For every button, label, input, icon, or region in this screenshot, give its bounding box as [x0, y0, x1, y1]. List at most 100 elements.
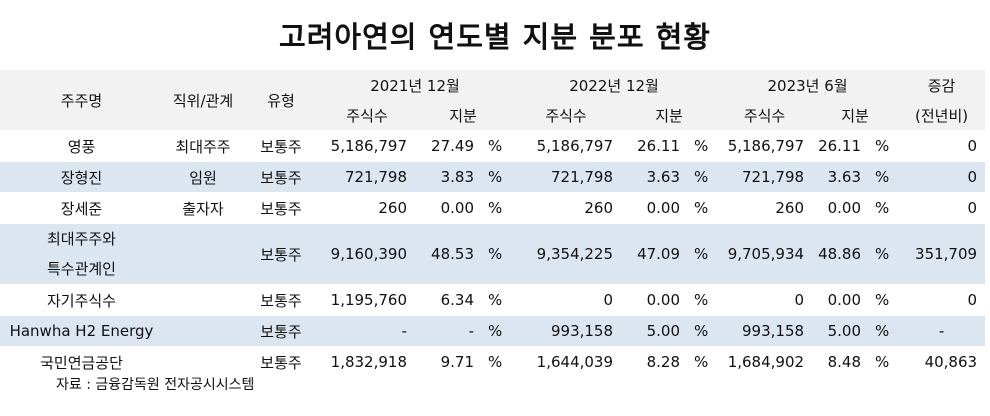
cell-unit-2021: % — [482, 130, 512, 162]
subheader-shares-2021: 주식수 — [319, 100, 415, 131]
cell-name: 장형진 — [0, 161, 163, 193]
cell-type: 보통주 — [243, 315, 319, 347]
header-position: 직위/관계 — [163, 70, 243, 131]
cell-name-line2: 특수관계인 — [46, 260, 116, 278]
cell-shares-2023: 993,158 — [717, 315, 813, 347]
cell-shares-2021: - — [319, 315, 415, 347]
cell-name: 자기주식수 — [0, 284, 163, 316]
cell-position: 임원 — [163, 161, 243, 193]
table-row: 영풍 최대주주 보통주 5,186,797 27.49 % 5,186,797 … — [0, 130, 986, 162]
cell-change: 351,709 — [898, 223, 986, 285]
cell-shares-2022: 721,798 — [511, 161, 622, 193]
cell-change: 0 — [898, 284, 986, 316]
cell-stake-2022: 0.00 — [621, 192, 689, 224]
cell-stake-2022: 26.11 — [621, 130, 689, 162]
cell-change: 0 — [898, 130, 986, 162]
subheader-stake-2022: 지분 — [621, 100, 718, 131]
cell-stake-2021: 27.49 — [415, 130, 482, 162]
cell-unit-2022: % — [688, 161, 718, 193]
cell-unit-2022: % — [688, 192, 718, 224]
cell-shares-2022: 1,644,039 — [511, 346, 622, 377]
header-2022: 2022년 12월 — [511, 70, 718, 100]
cell-shares-2022: 260 — [511, 192, 622, 224]
cell-unit-2023: % — [869, 161, 899, 193]
cell-unit-2023: % — [869, 223, 899, 285]
cell-unit-2021: % — [482, 346, 512, 377]
cell-stake-2023: 5.00 — [812, 315, 870, 347]
cell-type: 보통주 — [243, 192, 319, 224]
cell-position — [163, 315, 243, 347]
shareholding-table: 주주명 직위/관계 유형 2021년 12월 2022년 12월 2023년 6… — [0, 70, 986, 377]
cell-change: - — [898, 315, 986, 347]
cell-stake-2022: 5.00 — [621, 315, 689, 347]
cell-unit-2022: % — [688, 130, 718, 162]
cell-position: 최대주주 — [163, 130, 243, 162]
cell-stake-2021: 3.83 — [415, 161, 482, 193]
source-note: 자료 : 금융감독원 전자공시시스템 — [56, 377, 255, 393]
cell-type: 보통주 — [243, 284, 319, 316]
cell-unit-2023: % — [869, 315, 899, 347]
cell-stake-2023: 48.86 — [812, 223, 870, 285]
page-title: 고려아연의 연도별 지분 분포 현황 — [279, 20, 711, 54]
cell-stake-2021: - — [415, 315, 482, 347]
cell-unit-2022: % — [688, 223, 718, 285]
cell-unit-2021: % — [482, 161, 512, 193]
header-type: 유형 — [243, 70, 319, 131]
cell-unit-2022: % — [688, 315, 718, 347]
cell-unit-2021: % — [482, 223, 512, 285]
cell-change: 40,863 — [898, 346, 986, 377]
header-2021: 2021년 12월 — [319, 70, 512, 100]
cell-stake-2022: 0.00 — [621, 284, 689, 316]
cell-unit-2021: % — [482, 284, 512, 316]
table-row: 장세준 출자자 보통주 260 0.00 % 260 0.00 % 260 0.… — [0, 192, 986, 224]
cell-shares-2022: 0 — [511, 284, 622, 316]
cell-name: 최대주주와 특수관계인 — [0, 223, 163, 285]
cell-shares-2022: 5,186,797 — [511, 130, 622, 162]
cell-position — [163, 346, 243, 377]
header-2023: 2023년 6월 — [717, 70, 899, 100]
cell-stake-2023: 0.00 — [812, 284, 870, 316]
cell-type: 보통주 — [243, 223, 319, 285]
cell-stake-2022: 8.28 — [621, 346, 689, 377]
cell-position — [163, 223, 243, 285]
cell-unit-2023: % — [869, 346, 899, 377]
subheader-shares-2022: 주식수 — [511, 100, 622, 131]
cell-type: 보통주 — [243, 161, 319, 193]
cell-position: 출자자 — [163, 192, 243, 224]
header-change: 증감 — [898, 70, 986, 100]
cell-stake-2021: 48.53 — [415, 223, 482, 285]
cell-unit-2021: % — [482, 192, 512, 224]
cell-shares-2021: 721,798 — [319, 161, 415, 193]
table-header-row: 주주명 직위/관계 유형 2021년 12월 2022년 12월 2023년 6… — [0, 70, 986, 131]
cell-unit-2023: % — [869, 192, 899, 224]
cell-shares-2023: 1,684,902 — [717, 346, 813, 377]
table-row: 최대주주와 특수관계인 보통주 9,160,390 48.53 % 9,354,… — [0, 223, 986, 285]
cell-position — [163, 284, 243, 316]
cell-name: 국민연금공단 — [0, 346, 163, 377]
cell-unit-2022: % — [688, 284, 718, 316]
cell-stake-2021: 9.71 — [415, 346, 482, 377]
cell-change: 0 — [898, 161, 986, 193]
cell-stake-2023: 0.00 — [812, 192, 870, 224]
cell-stake-2022: 3.63 — [621, 161, 689, 193]
cell-shares-2023: 9,705,934 — [717, 223, 813, 285]
cell-stake-2023: 8.48 — [812, 346, 870, 377]
cell-name: 영풍 — [0, 130, 163, 162]
cell-stake-2021: 0.00 — [415, 192, 482, 224]
cell-unit-2023: % — [869, 284, 899, 316]
subheader-stake-2023: 지분 — [812, 100, 899, 131]
cell-stake-2023: 3.63 — [812, 161, 870, 193]
subheader-stake-2021: 지분 — [415, 100, 512, 131]
cell-unit-2023: % — [869, 130, 899, 162]
header-shareholder: 주주명 — [0, 70, 163, 131]
cell-name-line1: 최대주주와 — [46, 230, 116, 248]
cell-unit-2021: % — [482, 315, 512, 347]
subheader-shares-2023: 주식수 — [717, 100, 813, 131]
table-subheader-row: 주식수 지분 주식수 지분 주식수 지분 (전년비) — [0, 100, 986, 131]
table-row: 장형진 임원 보통주 721,798 3.83 % 721,798 3.63 %… — [0, 161, 986, 193]
cell-stake-2021: 6.34 — [415, 284, 482, 316]
cell-stake-2023: 26.11 — [812, 130, 870, 162]
cell-shares-2021: 1,832,918 — [319, 346, 415, 377]
cell-shares-2023: 721,798 — [717, 161, 813, 193]
cell-shares-2023: 260 — [717, 192, 813, 224]
